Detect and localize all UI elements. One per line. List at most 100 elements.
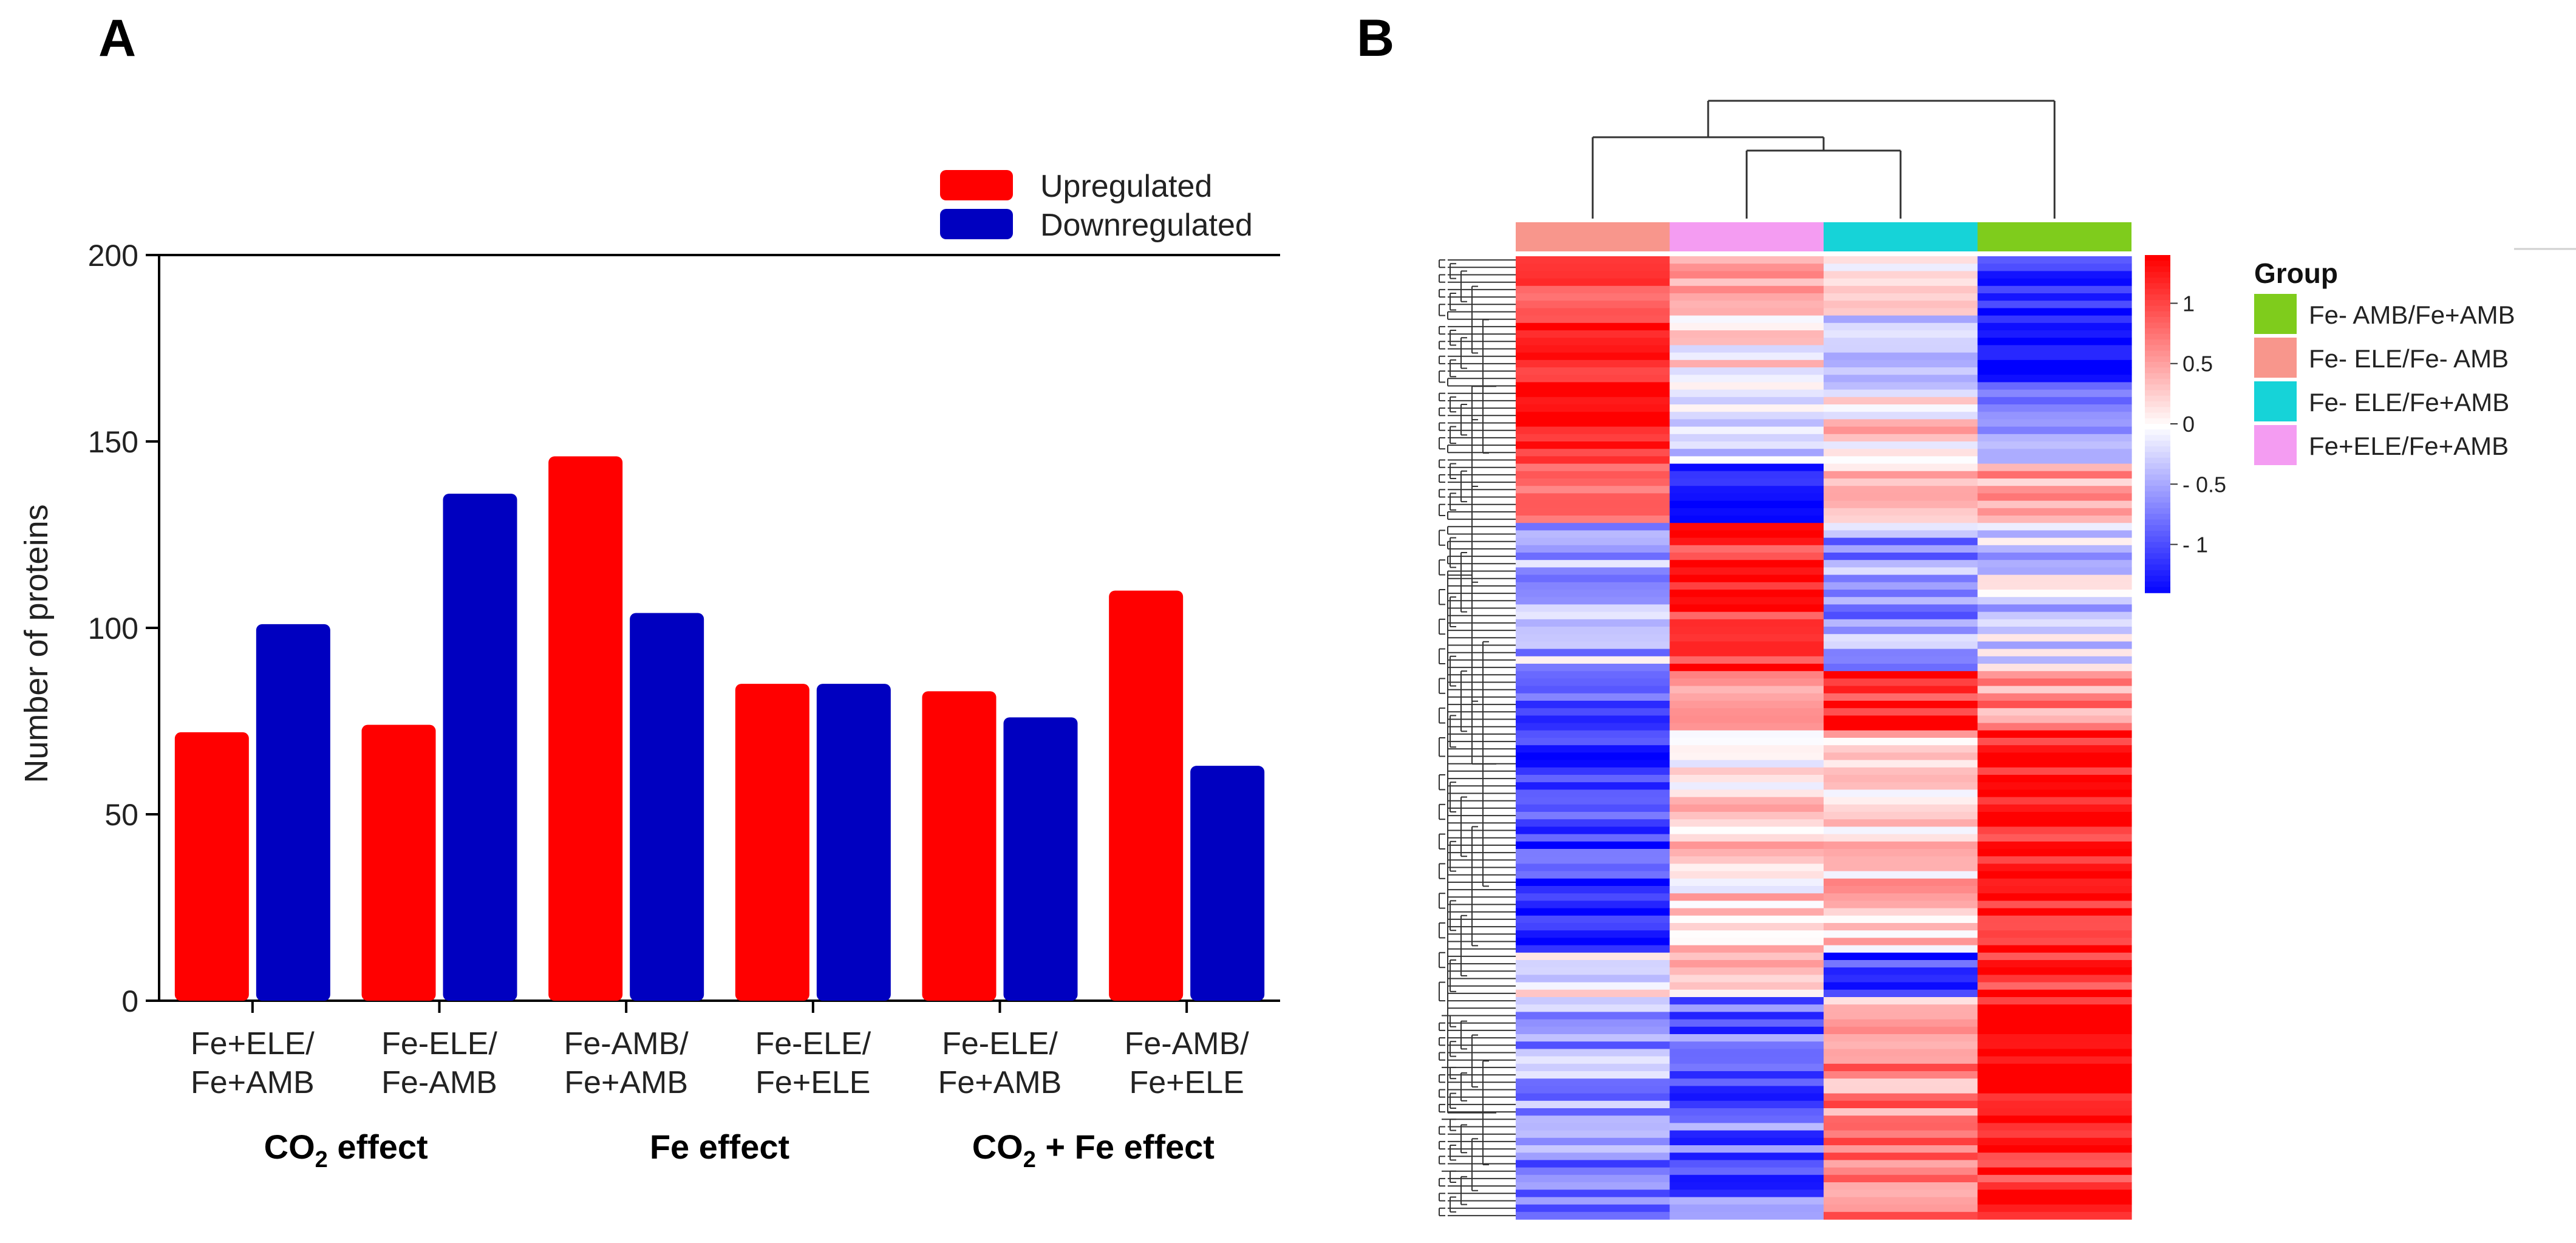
heatmap-cell <box>1977 664 2132 672</box>
heatmap-cell <box>1669 1034 1824 1042</box>
heatmap-cell <box>1977 604 2132 613</box>
heatmap-cell <box>1824 656 1978 664</box>
category-label: Fe-AMB/ <box>564 1026 689 1061</box>
heatmap-cell <box>1669 278 1824 287</box>
heatmap-cell <box>1824 382 1978 390</box>
heatmap-cell <box>1977 760 2132 768</box>
heatmap-cell <box>1824 582 1978 590</box>
heatmap-cell <box>1516 1197 1671 1205</box>
heatmap-cell <box>1824 308 1978 316</box>
heatmap-cell <box>1977 426 2132 435</box>
heatmap-cell <box>1824 812 1978 820</box>
heatmap-cell <box>1669 819 1824 827</box>
heatmap-cell <box>1516 611 1671 620</box>
heatmap-cell <box>1977 982 2132 990</box>
heatmap-cell <box>1824 693 1978 701</box>
heatmap-cell <box>1977 901 2132 909</box>
colorbar-segment <box>2145 553 2170 560</box>
heatmap-cell <box>1824 686 1978 694</box>
heatmap-cell <box>1516 863 1671 872</box>
heatmap-cell <box>1824 1041 1978 1049</box>
heatmap-cell <box>1516 775 1671 783</box>
colorbar-segment <box>2145 564 2170 571</box>
heatmap-cell <box>1516 693 1671 701</box>
heatmap-cell <box>1516 1160 1671 1168</box>
heatmap-cell <box>1516 471 1671 479</box>
heatmap-cell <box>1977 389 2132 398</box>
heatmap-cell <box>1516 456 1671 465</box>
heatmap-cell <box>1824 789 1978 798</box>
heatmap-cell <box>1977 375 2132 383</box>
heatmap-cell <box>1516 308 1671 316</box>
heatmap-cell <box>1824 1153 1978 1160</box>
group-label: CO2 + Fe effect <box>972 1128 1215 1173</box>
heatmap-cell <box>1977 256 2132 264</box>
heatmap-cell <box>1669 285 1824 294</box>
heatmap-cell <box>1669 1211 1824 1220</box>
y-tick-label: 0 <box>121 984 138 1018</box>
heatmap-cell <box>1516 330 1671 338</box>
heatmap-cell <box>1669 493 1824 502</box>
heatmap-cell <box>1977 567 2132 576</box>
heatmap-cell <box>1516 1086 1671 1094</box>
heatmap-cell <box>1824 1174 1978 1183</box>
heatmap-cell <box>1669 656 1824 664</box>
heatmap-cell <box>1669 901 1824 909</box>
heatmap-cell <box>1824 878 1978 887</box>
heatmap-cell <box>1824 938 1978 946</box>
heatmap: 1 0.5 0 - 0.5 - 1 Group Fe- AMB/Fe+AMB Fe- E… <box>1439 100 2576 1220</box>
heatmap-cell <box>1977 301 2132 308</box>
heatmap-cell <box>1824 863 1978 872</box>
group-legend-swatch <box>2254 294 2297 334</box>
heatmap-cell <box>1824 375 1978 383</box>
group-label: CO2 effect <box>264 1128 428 1173</box>
heatmap-cell <box>1516 1093 1671 1102</box>
heatmap-cell <box>1977 1160 2132 1168</box>
colorbar-segment <box>2145 525 2170 531</box>
heatmap-cell <box>1669 537 1824 546</box>
heatmap-cell <box>1669 960 1824 968</box>
heatmap-cell <box>1516 1034 1671 1042</box>
heatmap-cell <box>1977 715 2132 724</box>
heatmap-cell <box>1516 1204 1671 1213</box>
heatmap-cell <box>1516 293 1671 301</box>
heatmap-cell <box>1824 923 1978 931</box>
colorbar-segment <box>2145 536 2170 543</box>
y-axis-label: Number of proteins <box>18 504 55 783</box>
heatmap-cell <box>1669 975 1824 983</box>
heatmap-cell <box>1516 567 1671 576</box>
heatmap-cell <box>1516 367 1671 375</box>
colorbar-segment <box>2145 333 2170 340</box>
heatmap-cell <box>1516 723 1671 731</box>
heatmap-cell <box>1516 856 1671 864</box>
heatmap-cell <box>1516 404 1671 412</box>
heatmap-cell <box>1669 775 1824 783</box>
group-legend-title: Group <box>2254 257 2338 289</box>
colorbar-segment <box>2145 457 2170 464</box>
heatmap-cell <box>1516 597 1671 605</box>
heatmap-cell <box>1516 893 1671 901</box>
heatmap-cell <box>1824 760 1978 768</box>
heatmap-cell <box>1824 434 1978 442</box>
heatmap-cell <box>1977 634 2132 642</box>
heatmap-cell <box>1824 723 1978 731</box>
heatmap-cell <box>1669 1137 1824 1146</box>
heatmap-cell <box>1977 508 2132 516</box>
category-label: Fe+AMB <box>191 1065 315 1100</box>
heatmap-cell <box>1669 590 1824 598</box>
colorbar-segment <box>2145 559 2170 565</box>
heatmap-cell <box>1977 708 2132 716</box>
heatmap-cell <box>1824 1108 1978 1116</box>
heatmap-cell <box>1977 1174 2132 1183</box>
heatmap-cell <box>1669 952 1824 961</box>
heatmap-cell <box>1516 760 1671 768</box>
heatmap-cell <box>1977 478 2132 486</box>
heatmap-cell <box>1516 701 1671 709</box>
heatmap-cell <box>1977 871 2132 879</box>
heatmap-cell <box>1977 271 2132 279</box>
heatmap-cell <box>1516 834 1671 842</box>
heatmap-cell <box>1824 264 1978 271</box>
colorbar-segment <box>2145 576 2170 582</box>
heatmap-cell <box>1824 1137 1978 1146</box>
